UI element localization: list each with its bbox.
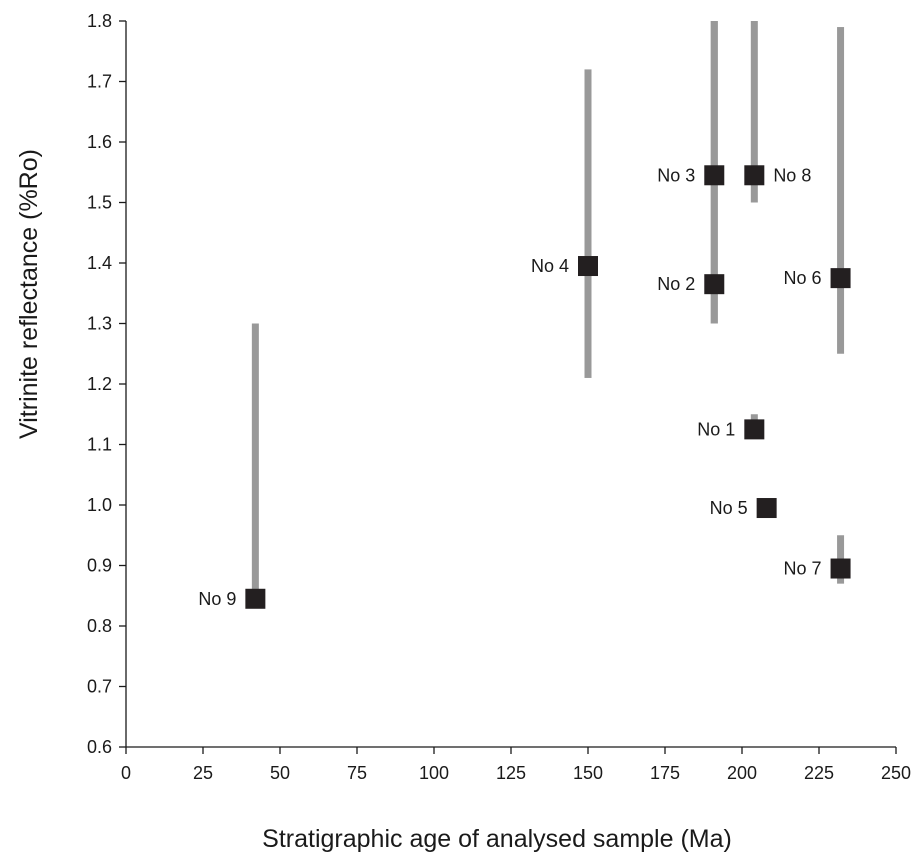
y-tick-label: 1.8 <box>87 11 112 31</box>
x-tick-label: 75 <box>347 763 367 783</box>
x-tick-label: 0 <box>121 763 131 783</box>
y-tick-label: 0.7 <box>87 677 112 697</box>
y-tick-label: 1.6 <box>87 132 112 152</box>
x-tick-label: 225 <box>804 763 834 783</box>
data-point-label: No 8 <box>773 165 811 185</box>
y-tick-label: 1.4 <box>87 253 112 273</box>
range-bar <box>750 21 758 203</box>
axes <box>125 21 896 748</box>
x-tick-label: 25 <box>193 763 213 783</box>
range-bars <box>251 21 845 596</box>
data-point-label: No 1 <box>697 419 735 439</box>
data-point-marker <box>704 274 725 295</box>
data-point-marker <box>744 165 765 186</box>
y-tick-label: 1.1 <box>87 435 112 455</box>
data-point-marker <box>830 268 851 289</box>
data-point-marker <box>578 256 598 277</box>
range-bar <box>837 27 845 354</box>
range-bar <box>251 323 259 596</box>
y-axis-title: Vitrinite reflectance (%Ro) <box>15 149 43 439</box>
y-tick-label: 0.8 <box>87 616 112 636</box>
data-point-marker <box>744 419 765 440</box>
x-tick-label: 150 <box>573 763 603 783</box>
data-point-label: No 7 <box>784 559 822 579</box>
x-tick-label: 250 <box>881 763 911 783</box>
data-point-marker <box>830 558 851 579</box>
y-tick-label: 1.0 <box>87 495 112 515</box>
y-tick-label: 1.2 <box>87 374 112 394</box>
data-point-label: No 3 <box>657 165 695 185</box>
range-bar <box>584 69 592 378</box>
y-tick-label: 1.5 <box>87 193 112 213</box>
data-point-label: No 5 <box>710 498 748 518</box>
data-point-marker <box>245 588 266 609</box>
x-axis-title: Stratigraphic age of analysed sample (Ma… <box>262 825 732 853</box>
data-point-marker <box>704 165 725 186</box>
y-tick-label: 1.3 <box>87 314 112 334</box>
data-point-label: No 2 <box>657 274 695 294</box>
y-tick-label: 0.9 <box>87 556 112 576</box>
x-ticks: 0 25 50 75 100 125 150 175 200 225 250 <box>121 747 911 783</box>
y-ticks: 0.6 0.7 0.8 0.9 1.0 1.1 1.2 1.3 1.4 1.5 1.6 1.7 1.8 <box>87 11 126 757</box>
data-point-label: No 9 <box>198 589 236 609</box>
y-tick-label: 1.7 <box>87 72 112 92</box>
x-tick-label: 125 <box>496 763 526 783</box>
data-point-marker <box>756 498 777 519</box>
x-tick-label: 100 <box>419 763 449 783</box>
x-tick-label: 200 <box>727 763 757 783</box>
x-tick-label: 175 <box>650 763 680 783</box>
x-tick-label: 50 <box>270 763 290 783</box>
point-labels: No 1 No 2 No 3 No 4 No 5 No 6 No 7 No 8 No 9 <box>198 165 821 609</box>
data-point-label: No 4 <box>531 256 569 276</box>
markers <box>245 165 851 609</box>
data-point-label: No 6 <box>784 268 822 288</box>
y-tick-label: 0.6 <box>87 737 112 757</box>
